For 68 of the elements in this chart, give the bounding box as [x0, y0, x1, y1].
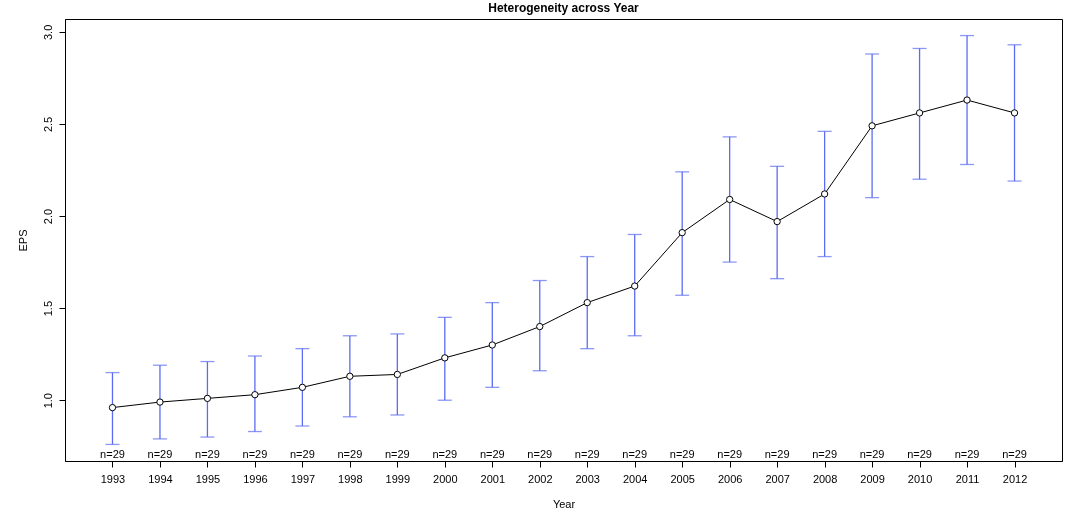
- annotation: n=29: [859, 448, 885, 460]
- point: [156, 398, 164, 406]
- y-axis-title: EPS: [16, 229, 29, 252]
- annotation: n=29: [100, 448, 125, 460]
- annotation: n=29: [195, 448, 220, 460]
- y-tick-label: 2.0: [41, 208, 54, 225]
- point: [631, 282, 639, 290]
- x-tick-label: 2002: [528, 472, 553, 485]
- annotation: n=29: [289, 448, 315, 460]
- x-tick-label: 2009: [860, 472, 885, 485]
- x-tick-label: 2000: [433, 472, 458, 485]
- point: [963, 96, 971, 104]
- x-tick-label: 1999: [385, 472, 411, 485]
- point: [203, 394, 212, 403]
- annotation: n=29: [764, 448, 790, 460]
- annotation: n=29: [954, 448, 980, 460]
- x-tick-label: 2003: [575, 472, 600, 485]
- point: [868, 122, 876, 130]
- x-tick-label: 1994: [148, 472, 173, 485]
- annotation: n=29: [1002, 448, 1027, 460]
- point: [488, 341, 496, 349]
- point: [773, 217, 781, 226]
- point: [915, 109, 924, 117]
- annotation: n=29: [574, 448, 600, 460]
- x-tick-label: 2004: [622, 472, 648, 485]
- point: [346, 372, 354, 380]
- annotation: n=29: [907, 448, 932, 460]
- annotation: n=29: [242, 448, 268, 460]
- point: [1010, 109, 1019, 117]
- annotation: n=29: [147, 448, 173, 460]
- point: [393, 370, 401, 379]
- x-tick-label: 2008: [812, 472, 838, 485]
- x-tick-label: 2012: [1002, 472, 1028, 485]
- x-tick-label: 2007: [765, 472, 790, 485]
- point: [820, 190, 829, 198]
- annotation: n=29: [669, 448, 695, 460]
- annotation: n=29: [812, 448, 838, 460]
- x-tick-label: 2010: [907, 472, 933, 485]
- annotation: n=29: [717, 448, 743, 460]
- chart-title: Heterogeneity across Year: [488, 1, 640, 15]
- annotation: n=29: [622, 448, 648, 460]
- x-tick-label: 1998: [338, 472, 363, 485]
- point: [583, 298, 591, 307]
- x-tick-label: 1995: [195, 472, 221, 485]
- point: [298, 383, 307, 391]
- x-tick-label: 2006: [717, 472, 743, 485]
- point: [726, 195, 734, 204]
- annotation: n=29: [479, 448, 505, 460]
- x-axis-title: Year: [552, 497, 576, 510]
- point: [536, 322, 544, 331]
- y-tick-label: 3.0: [41, 24, 54, 41]
- annotation: n=29: [432, 448, 458, 460]
- x-tick-label: 2011: [955, 472, 980, 485]
- x-tick-label: 1996: [243, 472, 268, 485]
- x-tick-label: 2005: [670, 472, 695, 485]
- point: [251, 391, 259, 399]
- x-tick-label: 1997: [290, 472, 316, 485]
- annotation: n=29: [384, 448, 410, 460]
- x-tick-label: 2001: [480, 472, 506, 485]
- point: [108, 403, 117, 412]
- point: [441, 354, 449, 362]
- y-tick-label: 2.5: [41, 116, 54, 133]
- point: [678, 228, 686, 237]
- x-tick-label: 1993: [100, 472, 126, 485]
- annotation: n=29: [527, 448, 553, 460]
- y-tick-label: 1.0: [41, 393, 54, 409]
- y-tick-label: 1.5: [41, 300, 54, 317]
- annotation: n=29: [337, 448, 363, 460]
